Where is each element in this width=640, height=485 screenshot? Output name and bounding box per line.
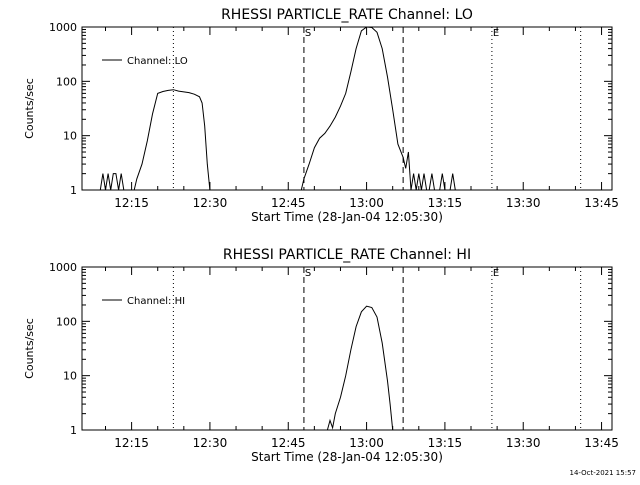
x-tick-label: 13:30: [506, 196, 541, 210]
x-tick-label: 12:15: [114, 196, 149, 210]
x-axis-label: Start Time (28-Jan-04 12:05:30): [251, 210, 443, 224]
y-tick-label: 10: [63, 130, 77, 143]
chart-title: RHESSI PARTICLE_RATE Channel: HI: [223, 247, 471, 263]
y-tick-label: 100: [56, 75, 77, 88]
x-tick-label: 13:15: [428, 436, 463, 450]
time-marker-label: S: [305, 28, 311, 39]
y-tick-label: 1: [70, 184, 77, 197]
x-tick-label: 13:45: [584, 196, 619, 210]
plot-frame: [81, 26, 613, 191]
y-tick-label: 100: [56, 315, 77, 328]
x-tick-label: 12:30: [193, 196, 228, 210]
y-tick-label: 1000: [49, 261, 77, 274]
x-tick-label: 12:30: [193, 436, 228, 450]
x-tick-label: 13:45: [584, 436, 619, 450]
y-tick-label: 10: [63, 370, 77, 383]
y-tick-label: 1000: [49, 21, 77, 34]
legend-entry: Channel: LO: [127, 56, 188, 67]
time-marker-label: E: [493, 268, 499, 279]
time-marker-label: E: [493, 28, 499, 39]
time-marker-label: S: [305, 268, 311, 279]
x-tick-label: 13:30: [506, 436, 541, 450]
legend-entry: Channel: HI: [127, 296, 185, 307]
x-tick-label: 12:45: [271, 196, 306, 210]
x-tick-label: 12:15: [114, 436, 149, 450]
series-line-0: [99, 26, 456, 191]
y-tick-label: 1: [70, 424, 77, 437]
x-tick-label: 12:45: [271, 436, 306, 450]
x-axis-label: Start Time (28-Jan-04 12:05:30): [251, 450, 443, 464]
series-line-0: [326, 305, 394, 431]
x-tick-label: 13:00: [349, 436, 384, 450]
plot-frame: [81, 266, 613, 431]
panel-hi: RHESSI PARTICLE_RATE Channel: HI Counts/s…: [23, 247, 619, 464]
timestamp: 14-Oct-2021 15:57: [569, 469, 636, 477]
x-tick-label: 13:00: [349, 196, 384, 210]
y-axis-label: Counts/sec: [23, 318, 36, 379]
y-axis-label: Counts/sec: [23, 78, 36, 139]
panel-lo: RHESSI PARTICLE_RATE Channel: LO Counts/s…: [23, 7, 619, 224]
chart-title: RHESSI PARTICLE_RATE Channel: LO: [221, 7, 473, 23]
x-tick-label: 13:15: [428, 196, 463, 210]
